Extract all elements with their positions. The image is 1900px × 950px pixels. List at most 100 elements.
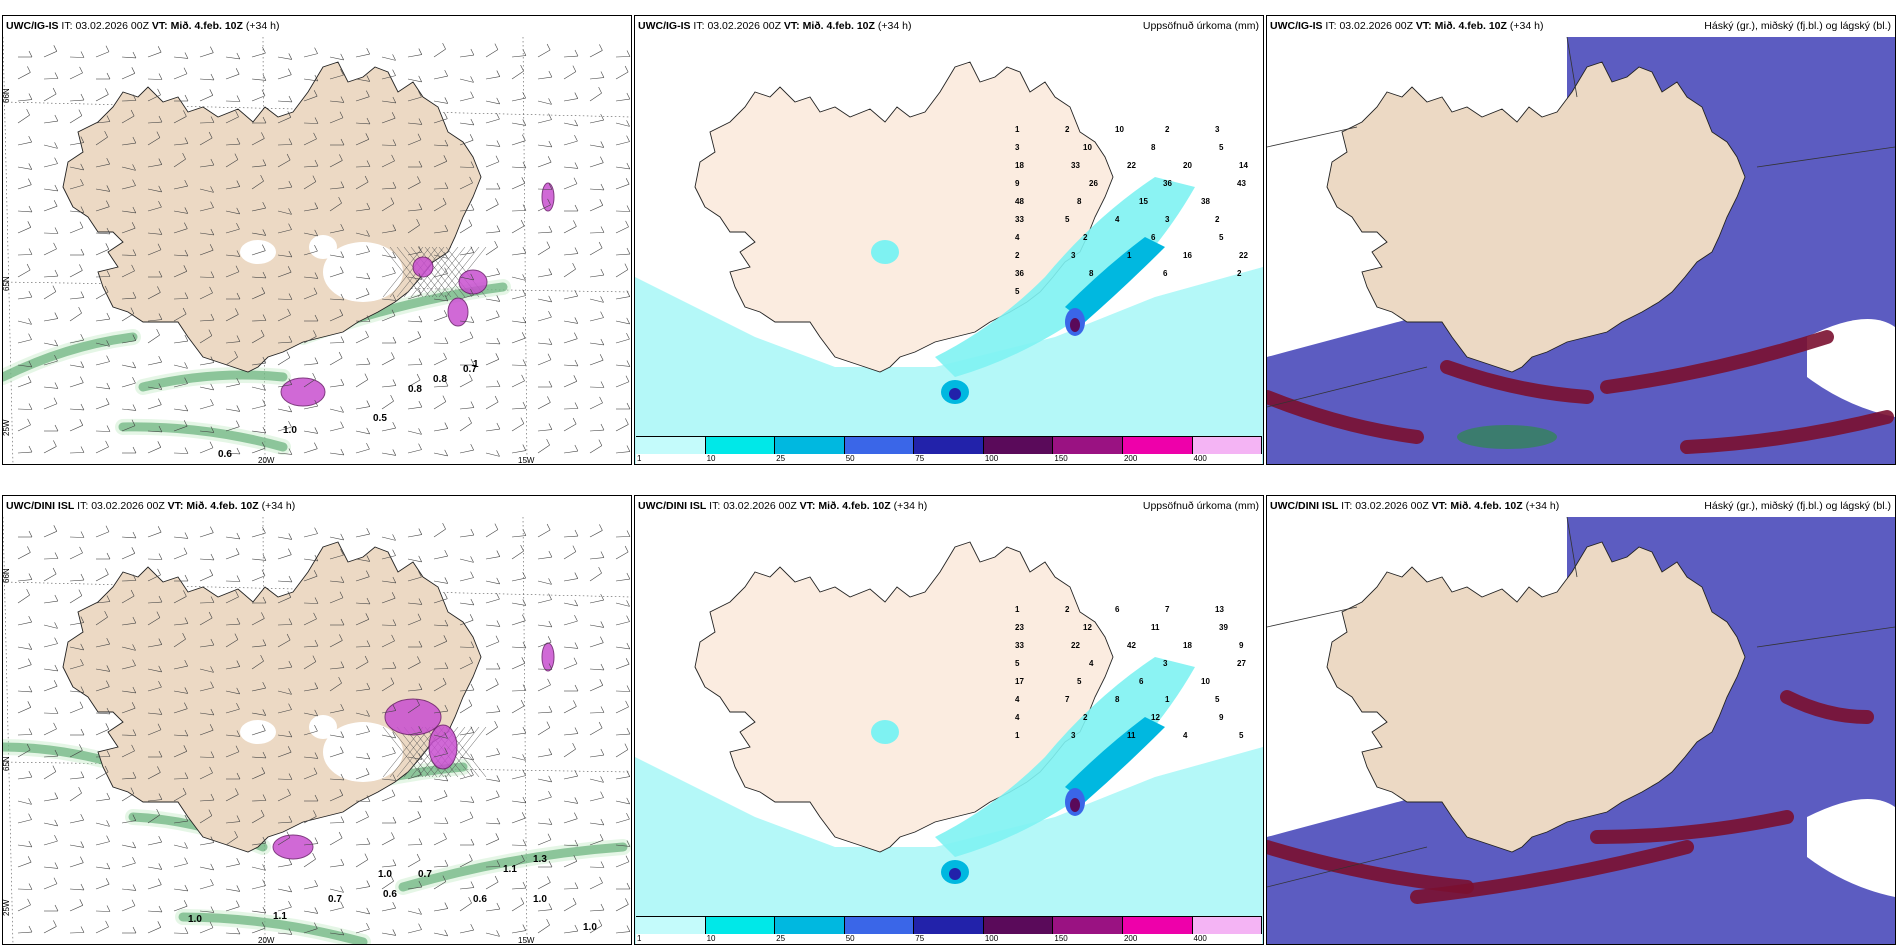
- snow-value-label: 0.6: [383, 889, 397, 900]
- precip-value-label: 3: [1015, 143, 1020, 152]
- snow-value-label: 1.0: [188, 914, 202, 925]
- valid-time: Mið. 4.feb. 10Z: [170, 20, 243, 32]
- valid-time-label: VT:: [151, 20, 168, 32]
- valid-time: Mið. 4.feb. 10Z: [802, 20, 875, 32]
- legend-swatch: [705, 437, 776, 455]
- legend-tick-label: 400: [1193, 454, 1207, 463]
- heavy-snow-areas: [272, 642, 555, 860]
- init-time: 03.02.2026 00Z: [75, 20, 149, 32]
- precip-value-label: 6: [1151, 233, 1156, 242]
- precip-value-label: 14: [1239, 161, 1248, 170]
- iceland-landmass: [694, 61, 1114, 373]
- precip-value-label: 9: [1219, 713, 1224, 722]
- init-time: 03.02.2026 00Z: [1339, 20, 1413, 32]
- legend-tick-label: 200: [1123, 934, 1138, 943]
- legend-swatch: [1122, 437, 1193, 455]
- precip-value-label: 4: [1015, 695, 1020, 704]
- precip-value-label: 1: [1015, 605, 1020, 614]
- precip-value-label: 43: [1237, 179, 1246, 188]
- legend-swatch: [1192, 917, 1263, 935]
- precip-value-label: 12: [1083, 623, 1092, 632]
- precip-value-label: 4: [1089, 659, 1094, 668]
- legend-tick-label: 50: [845, 454, 855, 463]
- precip-value-label: 7: [1065, 695, 1070, 704]
- legend-tick-label: 75: [915, 454, 925, 463]
- precip-value-label: 22: [1071, 641, 1080, 650]
- precip-value-label: 3: [1071, 731, 1076, 740]
- legend-tick-label: 150: [1054, 934, 1068, 943]
- legend-swatch: [914, 917, 984, 935]
- precip-value-label: 2: [1215, 215, 1220, 224]
- init-time-label: IT:: [77, 500, 89, 512]
- legend-tick-label: 10: [706, 934, 716, 943]
- precip-value-label: 16: [1183, 251, 1192, 260]
- legend-tick-label: 100: [984, 934, 999, 943]
- model-name: UWC/DINI ISL: [1270, 500, 1339, 512]
- precip-value-label: 17: [1015, 677, 1024, 686]
- precip-value-label: 7: [1165, 605, 1170, 614]
- map-area[interactable]: 1 2 10 2 3 3 10 8 5 18 33 22 20 14 9 26 36 43 48 8 15 38 33 5 4 3…: [635, 37, 1263, 464]
- boundary-lines: [1267, 37, 1895, 408]
- valid-time: Mið. 4.feb. 10Z: [1450, 500, 1523, 512]
- legend-tick-label: 75: [915, 934, 925, 943]
- snow-value-label: 0.6: [218, 449, 232, 460]
- precip-value-label: 2: [1015, 251, 1020, 260]
- legend-swatch: [636, 917, 706, 935]
- heavy-snow-areas: [280, 182, 555, 407]
- lead-time: (+34 h): [261, 500, 296, 512]
- precip-value-label: 20: [1183, 161, 1192, 170]
- precip-value-label: 11: [1151, 623, 1160, 632]
- valid-time-label: VT:: [1431, 500, 1448, 512]
- precip-value-label: 5: [1077, 677, 1082, 686]
- snow-value-label: 0.8: [408, 384, 422, 395]
- precip-value-label: 5: [1015, 287, 1020, 296]
- precip-value-label: 26: [1089, 179, 1098, 188]
- wind-barbs: [17, 43, 631, 457]
- valid-time-label: VT:: [1415, 20, 1432, 32]
- precip-value-label: 6: [1163, 269, 1168, 278]
- precip-areas: [871, 657, 1195, 884]
- precip-value-label: 11: [1127, 731, 1136, 740]
- iceland-landmass: [1326, 61, 1746, 373]
- snow-value-label: 1.1: [503, 864, 517, 875]
- map-area[interactable]: [1267, 517, 1895, 944]
- panel-header: UWC/IG-IS IT: 03.02.2026 00Z VT: Mið. 4.…: [3, 16, 631, 37]
- init-time: 03.02.2026 00Z: [707, 20, 781, 32]
- precip-value-label: 3: [1215, 125, 1220, 134]
- init-time: 03.02.2026 00Z: [91, 500, 165, 512]
- iceland-landmass: [1326, 541, 1746, 853]
- boundary-lines: [1267, 517, 1895, 888]
- precip-value-label: 13: [1215, 605, 1224, 614]
- precip-value-label: 33: [1015, 215, 1024, 224]
- precip-value-label: 10: [1115, 125, 1124, 134]
- precip-value-label: 8: [1115, 695, 1120, 704]
- precip-value-label: 4: [1115, 215, 1120, 224]
- snow-value-label: 0.5: [373, 413, 387, 424]
- snow-value-label: 1.0: [583, 922, 597, 933]
- precip-value-label: 6: [1139, 677, 1144, 686]
- legend-tick-label: 400: [1193, 934, 1207, 943]
- map-panel-3: UWC/IG-IS IT: 03.02.2026 00Z VT: Mið. 4.…: [1266, 15, 1896, 465]
- valid-time-label: VT:: [783, 20, 800, 32]
- precip-value-label: 22: [1127, 161, 1136, 170]
- valid-time-label: VT:: [799, 500, 816, 512]
- precip-value-label: 33: [1015, 641, 1024, 650]
- lead-time: (+34 h): [1509, 20, 1544, 32]
- init-time-label: IT:: [693, 20, 705, 32]
- precip-value-label: 3: [1165, 215, 1170, 224]
- legend-swatch: [775, 917, 845, 935]
- precip-value-label: 18: [1183, 641, 1192, 650]
- legend-swatch: [1122, 917, 1193, 935]
- low-clouds: [1267, 330, 1894, 454]
- init-time: 03.02.2026 00Z: [723, 500, 797, 512]
- precip-value-label: 8: [1077, 197, 1082, 206]
- model-name: UWC/IG-IS: [1270, 20, 1323, 32]
- map-area[interactable]: [1267, 37, 1895, 464]
- precip-value-label: 2: [1083, 713, 1088, 722]
- map-area[interactable]: 1.0 0.7 0.6 1.0 1.1 1.3 1.0 0.6 1.1 1.0 0.7 66N 65N 2…: [3, 517, 631, 944]
- map-area[interactable]: 1 2 6 7 13 23 12 11 39 33 22 42 18 9 5 4 3 27 17 5 6 10 4 7 8 1 5 4…: [635, 517, 1263, 944]
- legend-swatch: [983, 437, 1054, 455]
- model-name: UWC/IG-IS: [638, 20, 691, 32]
- map-area[interactable]: 1.0 0.5 0.8 0.7 0.6 0.8 1 66N 65N 25W 20W 15W: [3, 37, 631, 464]
- precip-value-label: 36: [1163, 179, 1172, 188]
